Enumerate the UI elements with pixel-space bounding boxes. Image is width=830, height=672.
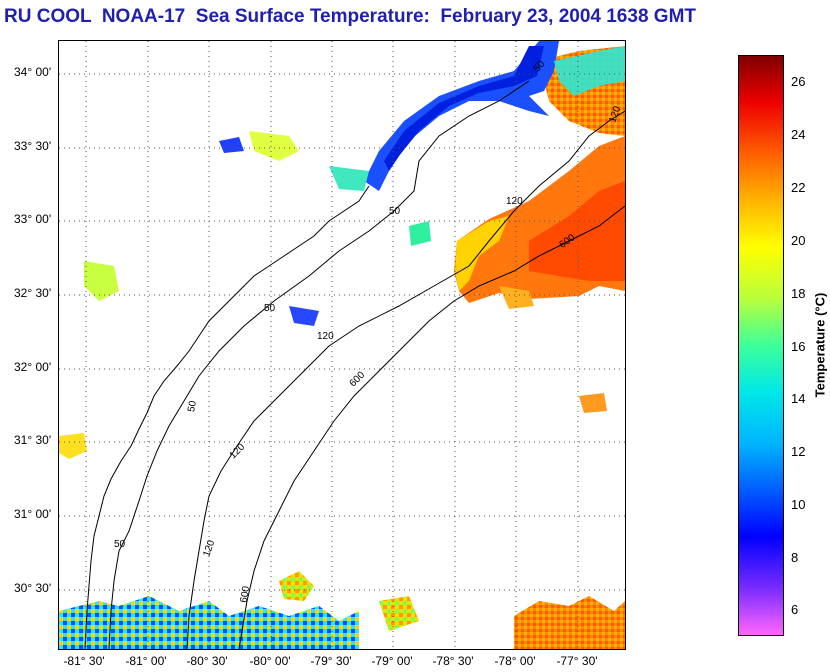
contour-label: 50 [186, 400, 199, 413]
contour-label: 50 [389, 206, 401, 217]
cool-shelf-water-core [384, 46, 544, 171]
inland-patches-north-2 [329, 166, 369, 191]
lon-tick-label: -79° 00' [371, 654, 413, 668]
colorbar-tick-label: 6 [791, 602, 799, 617]
scattered-patch-5 [219, 137, 244, 153]
lon-tick-label: -81° 30' [63, 654, 105, 668]
south-mid-patches-2 [379, 596, 419, 631]
lon-tick-label: -78° 30' [432, 654, 474, 668]
coastal-cyan-patch [554, 46, 625, 96]
inland-patches-north [249, 131, 299, 161]
contour-label: 120 [317, 331, 334, 342]
inland-patch-west-2 [59, 433, 87, 459]
lon-tick-label: -80° 30' [186, 654, 228, 668]
colorbar-tick-label: 24 [791, 127, 806, 142]
lon-tick-label: -79° 30' [310, 654, 352, 668]
colorbar [738, 55, 784, 636]
south-coastal-patches [59, 596, 359, 649]
gulf-stream-core [529, 181, 625, 281]
colorbar-tick-label: 26 [791, 74, 806, 89]
coastline [84, 185, 370, 649]
gulf-stream-edge [455, 216, 509, 291]
scattered-patch-2 [289, 306, 319, 326]
south-mid-patches [279, 571, 314, 601]
sst-map [59, 41, 625, 649]
graticule [59, 41, 625, 649]
contour-label: 120 [506, 196, 523, 207]
isobath-120m [186, 110, 625, 649]
contour-label: 50 [114, 539, 126, 550]
colorbar-tick-label: 10 [791, 497, 806, 512]
colorbar-tick-label: 16 [791, 339, 806, 354]
lat-tick-label: 33° 00' [14, 212, 52, 226]
contour-label: 50 [264, 303, 276, 314]
colorbar-tick-label: 8 [791, 550, 799, 565]
lon-tick-label: -77° 30' [556, 654, 598, 668]
colorbar-tick-label: 14 [791, 391, 806, 406]
isobath-600m [238, 205, 625, 649]
lat-tick-label: 33° 30' [14, 139, 52, 153]
colorbar-title: Temperature (°C) [812, 292, 828, 398]
lat-tick-label: 32° 00' [14, 360, 52, 374]
lat-tick-label: 31° 30' [14, 433, 52, 447]
lat-tick-label: 32° 30' [14, 286, 52, 300]
scattered-patch-3 [499, 286, 534, 309]
colorbar-tick-label: 18 [791, 286, 806, 301]
colorbar-tick-label: 20 [791, 233, 806, 248]
lat-tick-label: 30° 30' [14, 581, 52, 595]
colorbar-tick-label: 22 [791, 180, 806, 195]
lon-tick-label: -81° 00' [125, 654, 167, 668]
lat-tick-label: 34° 00' [14, 65, 52, 79]
inland-patch-west [84, 261, 119, 301]
lon-tick-label: -78° 00' [494, 654, 536, 668]
isobath-50m [108, 80, 530, 649]
lon-tick-label: -80° 00' [249, 654, 291, 668]
chart-title: RU COOL NOAA-17 Sea Surface Temperature:… [4, 6, 696, 27]
colorbar-tick-label: 12 [791, 444, 806, 459]
lat-tick-label: 31° 00' [14, 507, 52, 521]
scattered-patch-4 [579, 393, 607, 413]
map-panel: 50 120 600 50 120 50 120 600 50 120 50 1… [58, 40, 626, 650]
south-offshore-warm [514, 596, 625, 649]
scattered-patch-1 [409, 221, 431, 246]
